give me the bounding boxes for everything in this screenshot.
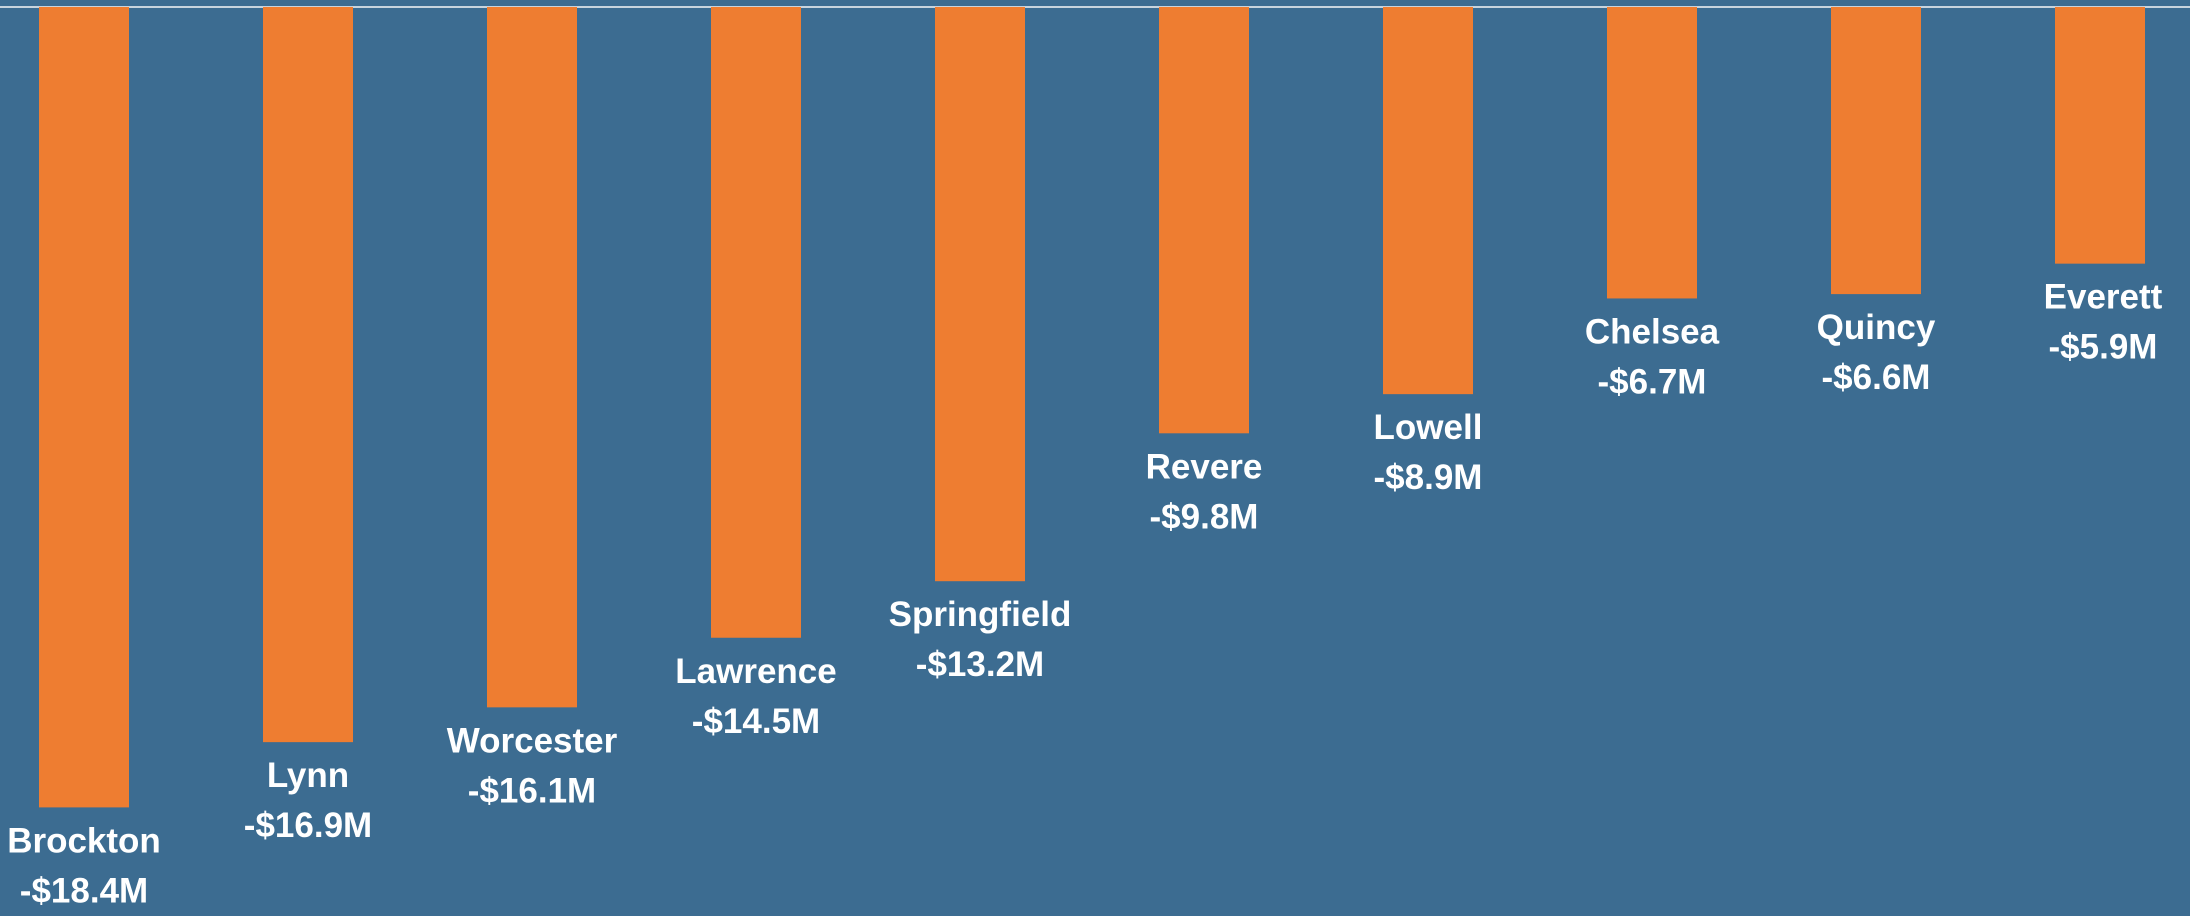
- bar-chelsea: [1607, 7, 1697, 299]
- category-label-lynn: Lynn: [267, 756, 349, 795]
- bar-lynn: [263, 7, 353, 743]
- value-label-everett: -$5.9M: [2049, 328, 2158, 367]
- category-label-lowell: Lowell: [1374, 408, 1483, 447]
- value-label-brockton: -$18.4M: [20, 871, 148, 910]
- bar-lowell: [1383, 7, 1473, 395]
- category-label-chelsea: Chelsea: [1585, 312, 1720, 351]
- value-label-lowell: -$8.9M: [1374, 458, 1483, 497]
- bar-springfield: [935, 7, 1025, 582]
- category-label-springfield: Springfield: [889, 595, 1072, 634]
- bar-lawrence: [711, 7, 801, 638]
- value-label-worcester: -$16.1M: [468, 771, 596, 810]
- bars-group: [39, 7, 2145, 808]
- value-label-lynn: -$16.9M: [244, 806, 372, 845]
- bar-worcester: [487, 7, 577, 708]
- value-label-springfield: -$13.2M: [916, 645, 1044, 684]
- category-label-brockton: Brockton: [7, 821, 161, 860]
- category-label-worcester: Worcester: [447, 721, 618, 760]
- bar-brockton: [39, 7, 129, 808]
- labels-group: Brockton -$18.4M Lynn -$16.9M Worcester -$16.…: [7, 278, 2162, 911]
- value-label-lawrence: -$14.5M: [692, 702, 820, 741]
- category-label-revere: Revere: [1146, 447, 1263, 486]
- value-label-quincy: -$6.6M: [1822, 358, 1931, 397]
- category-label-quincy: Quincy: [1817, 308, 1936, 347]
- bar-everett: [2055, 7, 2145, 264]
- category-label-everett: Everett: [2044, 278, 2163, 317]
- value-label-revere: -$9.8M: [1150, 497, 1259, 536]
- value-label-chelsea: -$6.7M: [1598, 362, 1707, 401]
- bar-revere: [1159, 7, 1249, 434]
- bar-quincy: [1831, 7, 1921, 295]
- category-label-lawrence: Lawrence: [675, 652, 836, 691]
